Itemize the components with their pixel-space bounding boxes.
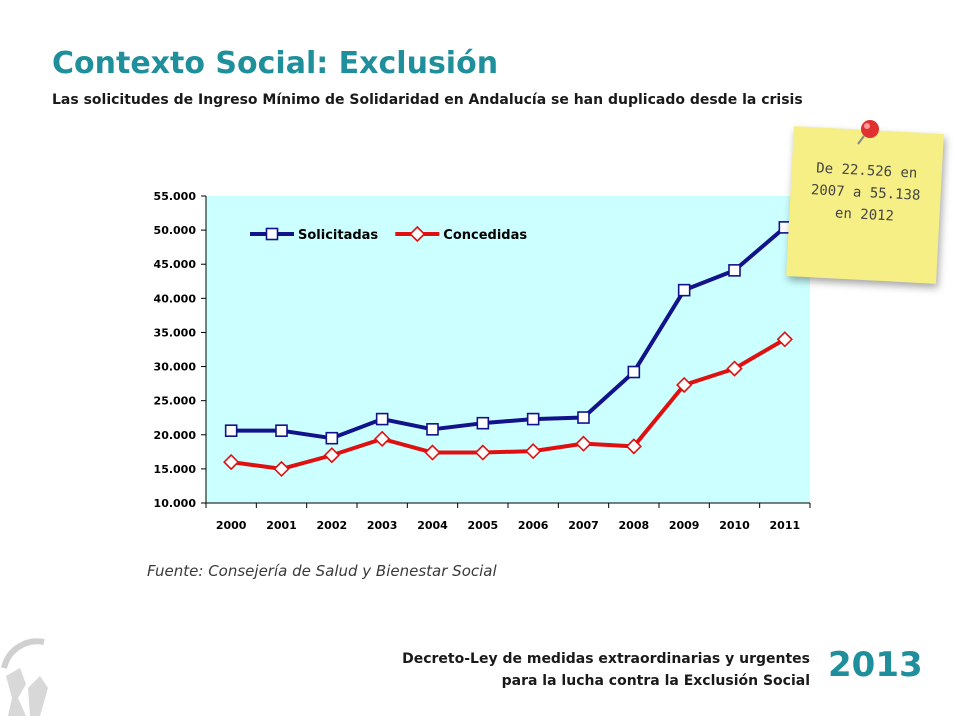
series-line-solicitadas: [231, 225, 787, 441]
x-tick-label: 2007: [568, 519, 599, 532]
year-label: 2013: [828, 645, 923, 685]
x-tick-label: 2010: [719, 519, 750, 532]
data-point-concedidas: [625, 438, 642, 455]
y-tick-label: 50.000: [154, 224, 197, 237]
legend-label-concedidas: Concedidas: [443, 228, 527, 243]
footer-line-1: Decreto-Ley de medidas extraordinarias y…: [402, 651, 810, 667]
data-point-solicitadas: [526, 412, 540, 426]
data-point-concedidas: [676, 376, 693, 394]
y-tick-label: 35.000: [154, 326, 197, 339]
data-point-concedidas: [474, 444, 491, 461]
data-point-concedidas: [776, 331, 793, 348]
data-point-solicitadas: [275, 424, 288, 437]
data-point-solicitadas: [426, 423, 439, 436]
legend-marker-solicitadas: [265, 227, 279, 241]
legend-label-solicitadas: Solicitadas: [298, 228, 378, 243]
source-note: Fuente: Consejería de Salud y Bienestar …: [147, 562, 497, 580]
y-tick-label: 30.000: [154, 361, 197, 374]
y-tick-label: 20.000: [154, 429, 197, 442]
data-point-solicitadas: [627, 365, 641, 379]
data-point-solicitadas: [476, 416, 490, 430]
x-tick-label: 2002: [317, 519, 348, 532]
data-point-concedidas: [424, 444, 441, 461]
sticky-note: De 22.526 en 2007 a 55.138 en 2012: [786, 126, 944, 284]
x-tick-label: 2005: [468, 519, 499, 532]
data-point-concedidas: [323, 447, 340, 464]
y-tick-label: 10.000: [154, 497, 197, 510]
data-point-solicitadas: [577, 411, 590, 424]
data-point-concedidas: [575, 435, 592, 452]
x-tick-label: 2009: [669, 519, 700, 532]
y-tick-label: 40.000: [154, 292, 197, 305]
x-tick-label: 2004: [417, 519, 448, 532]
footer-decree: Decreto-Ley de medidas extraordinarias y…: [290, 648, 810, 692]
data-point-concedidas: [223, 453, 240, 471]
data-point-concedidas: [374, 430, 391, 448]
data-point-solicitadas: [325, 431, 339, 445]
x-tick-label: 2006: [518, 519, 549, 532]
x-tick-label: 2001: [266, 519, 297, 532]
y-tick-label: 25.000: [154, 395, 197, 408]
data-point-solicitadas: [375, 412, 389, 426]
page-subtitle: Las solicitudes de Ingreso Mínimo de Sol…: [52, 92, 803, 108]
push-pin-icon: [857, 120, 879, 145]
data-point-concedidas: [273, 460, 290, 478]
legend-marker-concedidas: [409, 225, 426, 243]
andalucia-logo-icon: [1, 638, 48, 716]
data-point-concedidas: [726, 360, 743, 377]
footer-line-2: para la lucha contra la Exclusión Social: [501, 673, 810, 689]
x-tick-label: 2008: [619, 519, 650, 532]
y-tick-label: 55.000: [154, 190, 197, 203]
x-tick-label: 2011: [770, 519, 801, 532]
y-tick-label: 15.000: [154, 463, 197, 476]
x-tick-label: 2003: [367, 519, 398, 532]
data-point-concedidas: [525, 443, 542, 460]
x-tick-label: 2000: [216, 519, 247, 532]
data-point-solicitadas: [728, 264, 741, 277]
page-title: Contexto Social: Exclusión: [52, 46, 499, 81]
y-tick-label: 45.000: [154, 258, 197, 271]
data-point-solicitadas: [677, 283, 691, 297]
line-chart: 10.000 15.000 20.000 25.000 30.000 35.000 40.0…: [154, 190, 811, 532]
data-point-solicitadas: [224, 424, 238, 437]
series-line-concedidas: [230, 337, 786, 471]
sticky-note-text: De 22.526 en 2007 a 55.138 en 2012: [810, 160, 921, 225]
